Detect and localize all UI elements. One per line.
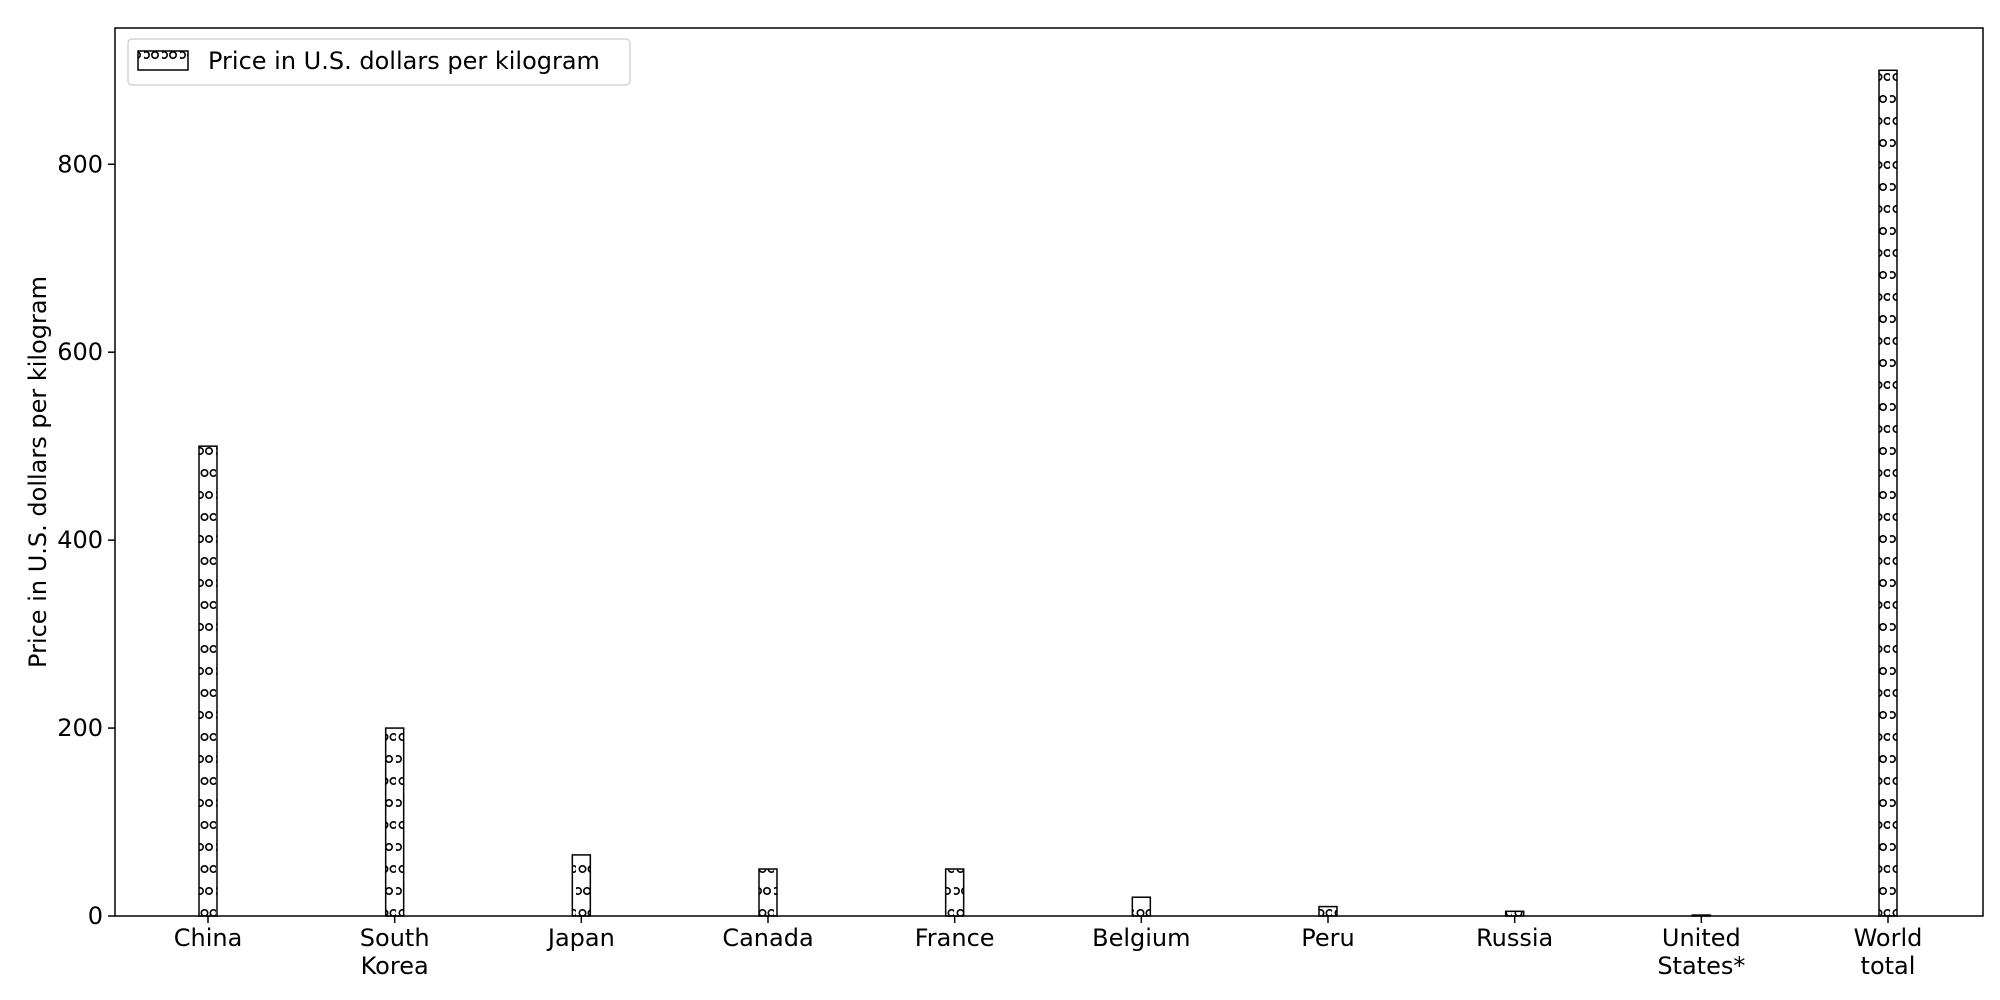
x-tick-label: Russia [1476, 924, 1553, 952]
bar-france [944, 868, 965, 917]
bar-peru [1318, 905, 1338, 917]
bar-world-total [1878, 69, 1898, 917]
legend: Price in U.S. dollars per kilogram [127, 38, 631, 86]
bar-south-korea [384, 727, 405, 917]
bar-belgium [1131, 896, 1152, 917]
x-tick-label: Japan [546, 924, 615, 952]
bar-china [198, 445, 218, 917]
bar-japan [571, 854, 592, 917]
x-tick-label: France [915, 924, 995, 952]
y-tick-label: 400 [57, 526, 103, 554]
x-tick-label: Belgium [1092, 924, 1190, 952]
y-tick-label: 800 [57, 150, 103, 178]
legend-label: Price in U.S. dollars per kilogram [208, 47, 600, 75]
legend-box [127, 38, 631, 86]
legend-swatch [137, 50, 189, 71]
plot-frame [114, 27, 1984, 917]
y-tick-label: 0 [88, 902, 103, 930]
y-axis-ticks: 0 200 400 600 800 [57, 150, 115, 930]
x-tick-label: Peru [1301, 924, 1354, 952]
bar-canada [758, 868, 778, 917]
x-tick-label: World total [1854, 924, 1923, 980]
x-tick-label: China [174, 924, 243, 952]
x-tick-label: South Korea [360, 924, 430, 980]
y-axis-title: Price in U.S. dollars per kilogram [24, 276, 52, 668]
y-tick-label: 600 [57, 338, 103, 366]
y-tick-label: 200 [57, 714, 103, 742]
bars-group [198, 69, 1898, 917]
x-axis-ticks: China South Korea Japan Canada France Belgium P… [174, 916, 1923, 980]
x-tick-label: United States* [1657, 924, 1745, 980]
x-tick-label: Canada [722, 924, 813, 952]
